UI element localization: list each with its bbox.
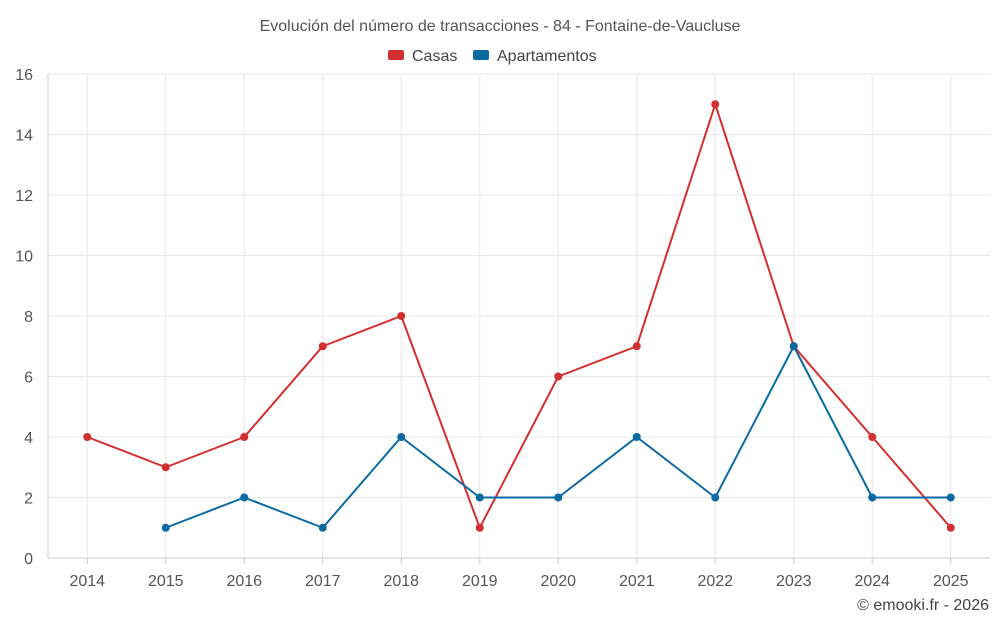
grid	[48, 73, 990, 558]
y-tick-label: 8	[24, 309, 33, 326]
data-point-apartamentos[interactable]	[554, 493, 563, 502]
legend-item-casas[interactable]: Casas	[388, 48, 457, 65]
data-point-casas[interactable]	[868, 433, 877, 441]
series-line-casas	[86, 103, 952, 529]
x-tick-label: 2020	[540, 573, 576, 590]
series-layer	[83, 100, 955, 532]
x-tick-label: 2017	[305, 573, 341, 590]
legend-swatch-casas	[388, 50, 404, 60]
x-tick-label: 2024	[854, 573, 890, 590]
x-axis-ticks: 2014 2015 2016 2017 2018 2019 2020 2021 2022 2023…	[69, 558, 969, 590]
data-point-apartamentos[interactable]	[475, 493, 484, 502]
x-tick-label: 2016	[226, 573, 262, 590]
legend-item-apartamentos[interactable]: Apartamentos	[473, 48, 597, 65]
y-tick-label: 14	[15, 128, 33, 145]
data-point-apartamentos[interactable]	[868, 493, 877, 502]
x-tick-label: 2025	[933, 573, 969, 590]
x-tick-label: 2022	[697, 573, 733, 590]
x-tick-label: 2015	[148, 573, 184, 590]
data-point-casas[interactable]	[946, 523, 955, 532]
data-point-casas[interactable]	[318, 342, 327, 351]
data-point-casas[interactable]	[397, 312, 406, 320]
legend-swatch-apartamentos	[473, 50, 489, 60]
y-tick-label: 4	[24, 430, 33, 447]
data-point-casas[interactable]	[554, 372, 563, 381]
data-point-casas[interactable]	[83, 433, 92, 441]
y-tick-label: 6	[24, 370, 33, 387]
legend: Casas Apartamentos	[388, 48, 597, 65]
data-point-apartamentos[interactable]	[161, 523, 170, 532]
x-tick-label: 2018	[383, 573, 419, 590]
x-tick-label: 2021	[619, 573, 655, 590]
data-point-apartamentos[interactable]	[711, 493, 720, 502]
legend-label-apartamentos: Apartamentos	[497, 48, 597, 65]
legend-label-casas: Casas	[412, 48, 457, 65]
data-point-casas[interactable]	[632, 342, 641, 351]
data-point-casas[interactable]	[240, 433, 249, 441]
y-tick-label: 16	[15, 67, 33, 84]
y-tick-label: 12	[15, 188, 33, 205]
axes	[47, 74, 990, 559]
y-axis-ticks: 0 2 4 6 8 10 12 14 16	[15, 67, 33, 568]
data-point-apartamentos[interactable]	[397, 433, 406, 441]
data-point-apartamentos[interactable]	[240, 493, 249, 502]
data-point-apartamentos[interactable]	[318, 523, 327, 532]
data-point-casas[interactable]	[711, 100, 720, 109]
data-point-casas[interactable]	[475, 523, 484, 532]
data-point-casas[interactable]	[161, 463, 170, 472]
data-point-apartamentos[interactable]	[946, 493, 955, 502]
chart-title: Evolución del número de transacciones - …	[260, 18, 741, 35]
y-tick-label: 2	[24, 491, 33, 508]
series-apartamentos	[161, 342, 955, 532]
x-tick-label: 2023	[776, 573, 812, 590]
y-tick-label: 0	[24, 551, 33, 568]
x-tick-label: 2019	[462, 573, 498, 590]
y-tick-label: 10	[15, 249, 33, 266]
data-point-apartamentos[interactable]	[789, 342, 798, 351]
x-tick-label: 2014	[69, 573, 105, 590]
credit-text: © emooki.fr - 2026	[857, 597, 989, 614]
data-point-apartamentos[interactable]	[632, 433, 641, 441]
